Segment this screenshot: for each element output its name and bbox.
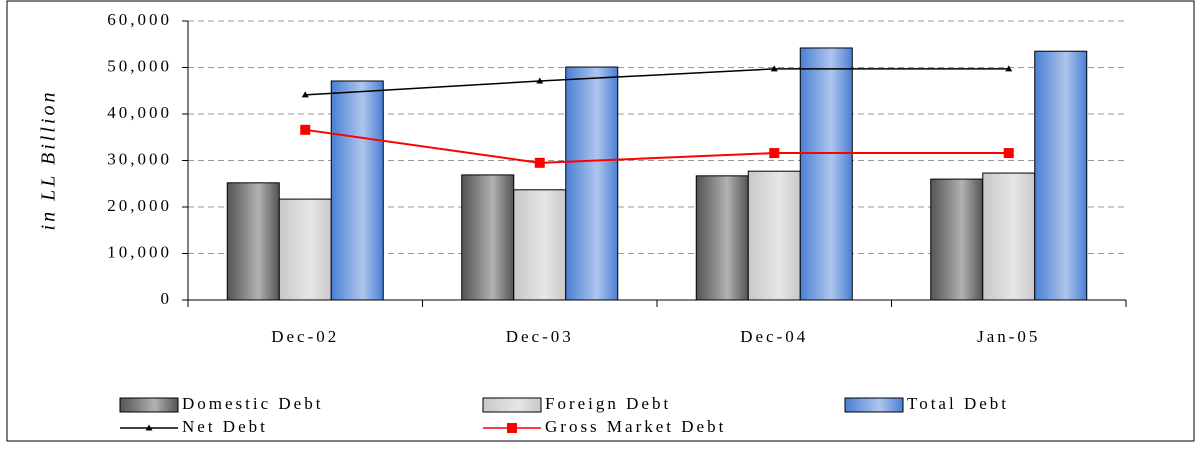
- legend-label: Foreign Debt: [545, 394, 671, 413]
- legend-swatch: [119, 397, 179, 413]
- x-tick-label: Dec-03: [506, 327, 574, 346]
- bar: [930, 178, 984, 301]
- x-tick-label: Dec-02: [271, 327, 339, 346]
- y-axis-label: in LL Billion: [38, 90, 60, 231]
- line-marker: [300, 124, 311, 135]
- legend-marker: [507, 423, 517, 433]
- bar: [513, 189, 567, 301]
- y-tick-label: 50,000: [107, 56, 172, 75]
- line-marker: [1005, 65, 1013, 72]
- bar: [565, 66, 619, 301]
- bar: [330, 80, 384, 301]
- line-marker: [301, 91, 309, 98]
- y-tick-label: 0: [161, 289, 173, 308]
- legend-swatch: [482, 397, 542, 413]
- legend-label: Gross Market Debt: [545, 417, 726, 436]
- line-marker: [1003, 148, 1014, 159]
- legend-marker: [145, 424, 153, 431]
- legend-swatch: [844, 397, 904, 413]
- bar: [1034, 50, 1088, 301]
- y-tick-label: 60,000: [107, 10, 172, 29]
- bar: [226, 182, 280, 301]
- line-marker: [770, 65, 778, 72]
- bar: [982, 172, 1036, 301]
- line-marker: [769, 148, 780, 159]
- legend-label: Total Debt: [907, 394, 1009, 413]
- line-marker: [534, 157, 545, 168]
- y-tick-label: 40,000: [107, 103, 172, 122]
- bar: [695, 175, 749, 301]
- legend-label: Domestic Debt: [182, 394, 323, 413]
- x-tick-label: Jan-05: [977, 327, 1040, 346]
- legend-label: Net Debt: [182, 417, 268, 436]
- y-tick-label: 20,000: [107, 196, 172, 215]
- y-tick-label: 10,000: [107, 242, 172, 261]
- line: [305, 128, 1009, 164]
- bar: [799, 47, 853, 301]
- y-tick-label: 30,000: [107, 149, 172, 168]
- line: [305, 68, 1009, 96]
- bar: [461, 174, 515, 301]
- bar: [747, 170, 801, 301]
- x-tick-label: Dec-04: [740, 327, 808, 346]
- bar: [278, 198, 332, 301]
- line-marker: [536, 77, 544, 84]
